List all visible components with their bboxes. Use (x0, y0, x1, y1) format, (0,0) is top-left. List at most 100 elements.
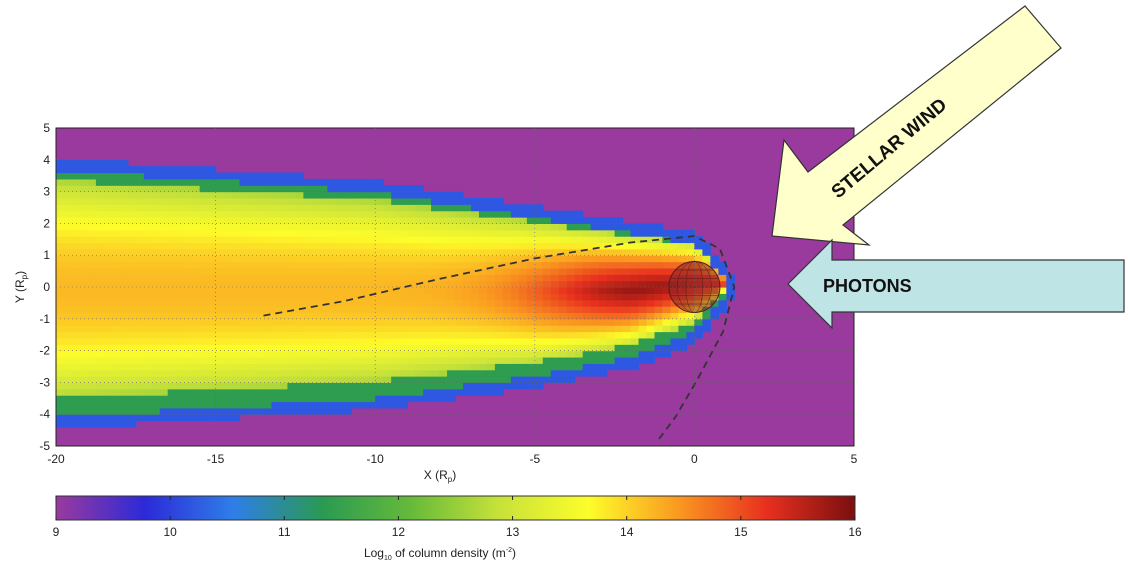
heatmap-cell (191, 255, 201, 263)
heatmap-cell (255, 229, 265, 237)
heatmap-cell (127, 407, 137, 415)
heatmap-cell (311, 210, 320, 218)
heatmap-cell (359, 395, 368, 403)
heatmap-cell (255, 287, 265, 294)
heatmap-cell (582, 344, 592, 352)
heatmap-cell (319, 344, 328, 352)
heatmap-cell (95, 248, 105, 256)
heatmap-cell (327, 261, 336, 269)
heatmap-cell (423, 236, 432, 244)
heatmap-cell (654, 229, 664, 237)
heatmap-cell (502, 236, 512, 244)
heatmap-cell (63, 318, 73, 326)
heatmap-cell (183, 204, 193, 212)
heatmap-cell (654, 274, 664, 282)
heatmap-cell (303, 318, 312, 326)
heatmap-cell (191, 350, 201, 358)
heatmap-cell (239, 280, 249, 288)
heatmap-cell (111, 185, 121, 193)
heatmap-cell (415, 255, 424, 263)
heatmap-cell (415, 210, 424, 218)
heatmap-cell (319, 178, 328, 186)
heatmap-cell (494, 242, 504, 250)
heatmap-cell (111, 242, 121, 250)
heatmap-cell (95, 369, 105, 377)
heatmap-cell (247, 407, 257, 415)
heatmap-cell (87, 159, 97, 167)
heatmap-cell (271, 325, 281, 333)
heatmap-cell (574, 287, 584, 294)
heatmap-cell (383, 255, 392, 263)
heatmap-cell (654, 293, 664, 301)
heatmap-cell (439, 236, 448, 244)
heatmap-cell (359, 185, 368, 193)
heatmap-cell (191, 280, 201, 288)
heatmap-cell (415, 261, 424, 269)
heatmap-cell (335, 191, 344, 199)
heatmap-cell (159, 210, 169, 218)
heatmap-cell (494, 261, 504, 269)
heatmap-cell (199, 229, 209, 237)
heatmap-cell (119, 223, 129, 231)
heatmap-cell (87, 363, 97, 371)
heatmap-cell (550, 287, 560, 294)
heatmap-cell (590, 331, 600, 339)
heatmap-cell (558, 306, 568, 314)
heatmap-cell (71, 229, 81, 237)
heatmap-cell (119, 414, 129, 422)
heatmap-cell (598, 325, 608, 333)
heatmap-cell (399, 185, 408, 193)
heatmap-cell (287, 337, 296, 345)
heatmap-cell (279, 280, 289, 288)
heatmap-cell (287, 331, 296, 339)
heatmap-cell (622, 306, 632, 314)
heatmap-cell (56, 204, 65, 212)
heatmap-cell (87, 369, 97, 377)
heatmap-cell (399, 255, 408, 263)
heatmap-cell (215, 407, 225, 415)
heatmap-cell (455, 344, 464, 352)
heatmap-cell (431, 248, 440, 256)
heatmap-cell (383, 312, 392, 320)
heatmap-cell (279, 172, 289, 180)
heatmap-cell (199, 185, 209, 193)
heatmap-cell (311, 255, 320, 263)
heatmap-cell (518, 267, 528, 275)
heatmap-cell (103, 197, 113, 205)
heatmap-cell (598, 337, 608, 345)
heatmap-cell (494, 197, 504, 205)
heatmap-cell (63, 204, 73, 212)
heatmap-cell (175, 299, 185, 307)
heatmap-cell (151, 185, 161, 193)
heatmap-cell (510, 337, 520, 345)
heatmap-cell (638, 223, 648, 231)
heatmap-cell (63, 242, 73, 250)
heatmap-cell (343, 331, 352, 339)
heatmap-cell (367, 299, 376, 307)
heatmap-cell (343, 382, 352, 390)
heatmap-cell (439, 344, 448, 352)
heatmap-cell (518, 229, 528, 237)
heatmap-cell (542, 376, 552, 383)
heatmap-cell (303, 363, 312, 371)
heatmap-cell (255, 217, 265, 224)
heatmap-cell (255, 191, 265, 199)
heatmap-cell (231, 388, 241, 396)
heatmap-cell (279, 363, 289, 371)
heatmap-cell (470, 382, 480, 390)
heatmap-cell (167, 395, 177, 403)
heatmap-cell (247, 267, 257, 275)
heatmap-cell (598, 236, 608, 244)
heatmap-cell (478, 363, 488, 371)
heatmap-cell (646, 337, 656, 345)
heatmap-cell (95, 306, 105, 314)
heatmap-cell (351, 363, 360, 371)
heatmap-cell (135, 210, 145, 218)
heatmap-cell (383, 388, 392, 396)
heatmap-cell (367, 210, 376, 218)
heatmap-cell (271, 382, 281, 390)
heatmap-cell (271, 344, 281, 352)
heatmap-cell (415, 395, 424, 403)
heatmap-cell (311, 236, 320, 244)
heatmap-cell (518, 337, 528, 345)
